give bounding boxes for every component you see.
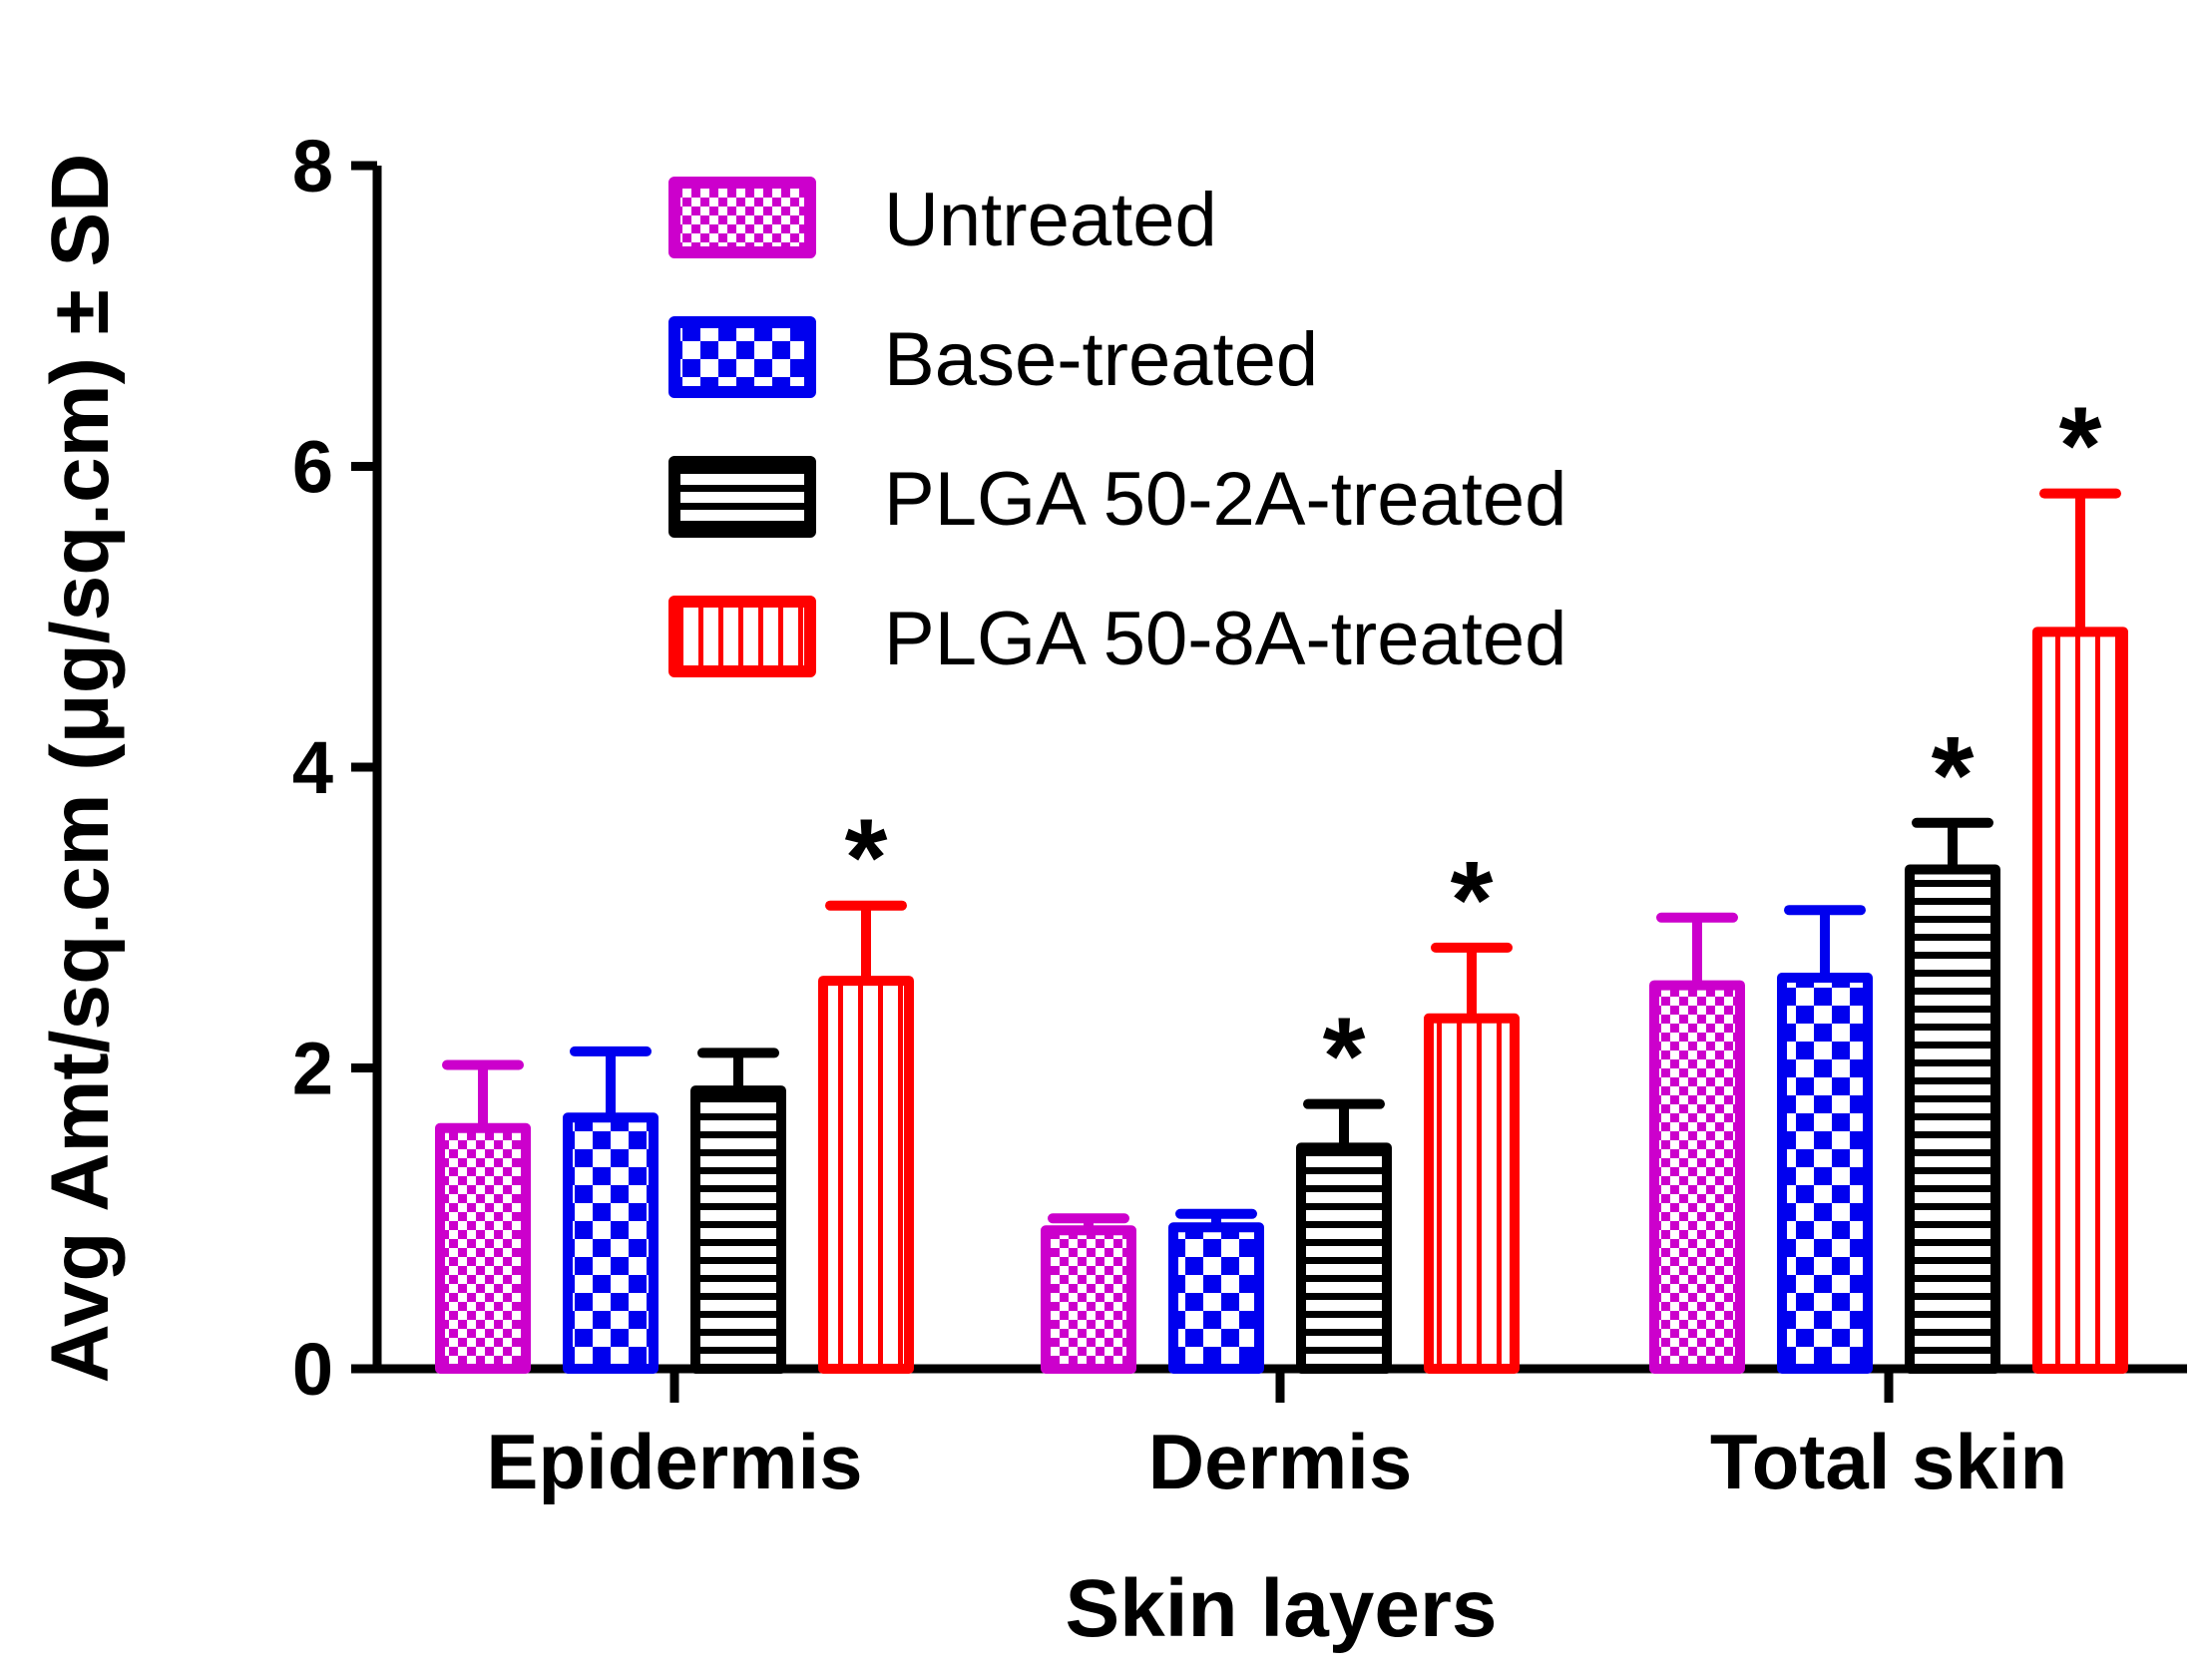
axes: 0 2 4 6 8 (292, 125, 2187, 1411)
legend-swatch (668, 177, 816, 258)
legend-label: PLGA 50-8A-treated (884, 597, 1566, 681)
y-axis-title: Avg Amt/sq.cm (μg/sq.cm) ± SD (35, 154, 126, 1384)
bar (435, 1122, 531, 1375)
significance-marker: * (1323, 996, 1366, 1118)
y-tick-label: 6 (292, 426, 333, 509)
legend-label: PLGA 50-2A-treated (884, 457, 1566, 542)
category-label: Epidermis (486, 1418, 862, 1505)
bar (1905, 864, 2000, 1374)
legend-label: Untreated (884, 178, 1217, 262)
y-tick-label: 0 (292, 1328, 333, 1411)
bar (690, 1085, 786, 1375)
significance-marker: * (1932, 714, 1975, 837)
legend-swatch (668, 316, 816, 398)
significance-markers: * * * * * (845, 385, 2102, 1118)
bar (1041, 1225, 1136, 1375)
bar (563, 1112, 659, 1375)
y-tick-label: 2 (292, 1028, 333, 1110)
bar (1424, 1013, 1520, 1374)
category-label: Dermis (1148, 1418, 1412, 1505)
legend: Untreated Base-treated PLGA 50-2A-treated P… (668, 177, 1566, 681)
y-tick-label: 8 (292, 125, 333, 208)
category-labels: Epidermis Dermis Total skin (486, 1418, 2067, 1505)
significance-marker: * (2059, 385, 2102, 508)
bar (818, 976, 914, 1374)
bar (2032, 627, 2128, 1374)
legend-label: Base-treated (884, 317, 1318, 402)
significance-marker: * (1451, 839, 1494, 962)
legend-swatch (668, 596, 816, 677)
significance-marker: * (845, 797, 888, 920)
bars (435, 627, 2128, 1375)
bar (1649, 980, 1745, 1375)
category-label: Total skin (1710, 1418, 2067, 1505)
bar (1777, 973, 1873, 1374)
error-bars (442, 488, 2121, 1231)
x-axis-title: Skin layers (1065, 1563, 1497, 1654)
bar (1296, 1142, 1392, 1374)
legend-swatch (668, 456, 816, 538)
bar (1168, 1222, 1264, 1375)
y-tick-label: 4 (292, 726, 333, 809)
